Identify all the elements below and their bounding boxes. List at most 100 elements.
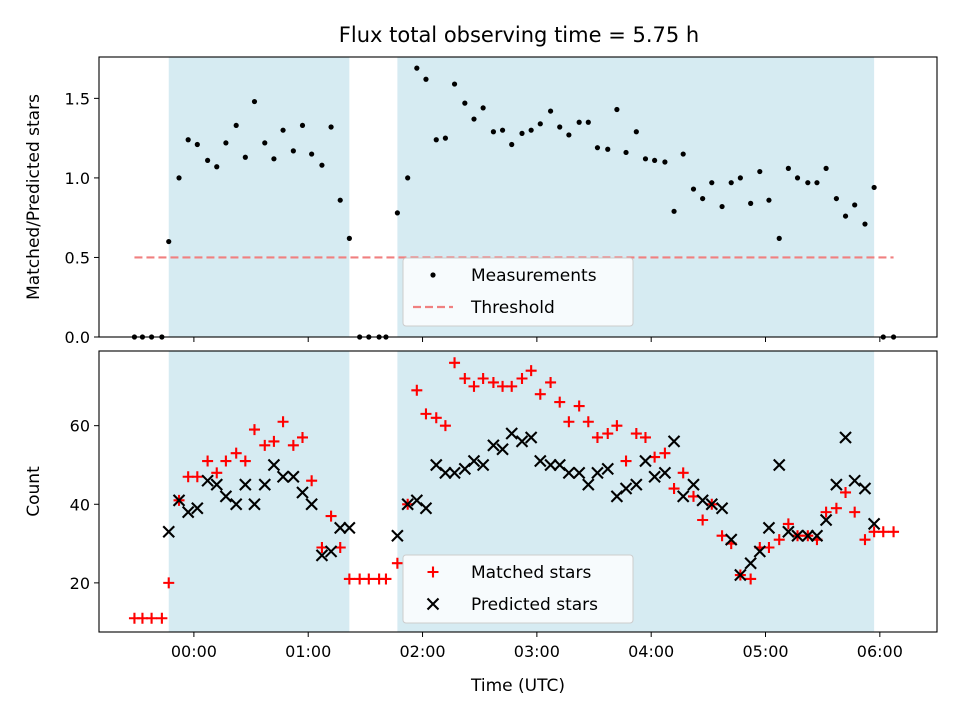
measurement-point <box>776 235 782 241</box>
matched-star-point <box>325 510 337 522</box>
predicted-star-point <box>439 466 452 480</box>
predicted-star-point <box>724 533 738 546</box>
predicted-star-point <box>515 435 529 448</box>
predicted-star-point <box>267 458 281 472</box>
measurement-point <box>594 145 601 151</box>
predicted-star-point <box>848 474 861 487</box>
measurement-point <box>833 195 839 202</box>
measurement-point <box>709 180 715 186</box>
predicted-star-point <box>762 521 776 535</box>
matched-star-point <box>380 573 392 585</box>
measurement-point <box>566 132 572 138</box>
legend-marker-swatch <box>430 272 436 278</box>
predicted-star-point <box>210 478 223 491</box>
matched-star-point <box>449 357 461 369</box>
predicted-star-point <box>801 529 815 542</box>
predicted-star-point <box>582 478 595 491</box>
matched-star-point <box>459 373 471 385</box>
predicted-star-point <box>591 466 604 480</box>
matched-star-point <box>659 447 671 459</box>
predicted-star-point <box>305 498 318 511</box>
measurement-point <box>185 137 191 143</box>
predicted-star-point <box>172 494 186 507</box>
matched-star-point <box>687 490 699 502</box>
legend-box <box>402 257 634 327</box>
measurement-point <box>242 154 248 160</box>
measurement-point <box>852 202 858 208</box>
x-tick-label: 04:00 <box>628 642 674 661</box>
predicted-star-point <box>248 498 261 511</box>
predicted-star-point <box>601 462 614 476</box>
measurement-point <box>442 135 449 141</box>
predicted-star-point <box>839 431 852 444</box>
matched-star-point <box>248 424 260 436</box>
predicted-star-point <box>258 478 272 491</box>
predicted-star-point <box>201 474 214 487</box>
predicted-star-point <box>572 466 586 480</box>
x-tick-label: 05:00 <box>742 642 788 661</box>
x-tick-label: 03:00 <box>514 642 560 661</box>
y-axis-label: Count <box>24 466 44 517</box>
measurement-point <box>499 127 506 133</box>
measurement-point <box>214 164 220 170</box>
matched-star-point <box>830 502 842 514</box>
predicted-star-point <box>791 529 804 542</box>
matched-star-point <box>220 455 232 467</box>
x-tick-label: 02:00 <box>399 642 445 661</box>
matched-star-point <box>611 420 623 432</box>
predicted-star-point <box>667 435 681 448</box>
matched-star-point <box>716 530 728 542</box>
matched-star-point <box>563 416 575 428</box>
measurement-point <box>871 184 877 191</box>
matched-star-point <box>630 428 642 440</box>
measurement-point <box>671 208 677 214</box>
matched-star-point <box>849 506 861 518</box>
matched-star-point <box>525 365 537 377</box>
predicted-star-point <box>524 431 538 444</box>
matched-star-point <box>202 455 214 467</box>
predicted-star-point <box>419 501 433 515</box>
measurement-point <box>166 238 172 245</box>
predicted-star-point <box>401 498 414 511</box>
predicted-star-point <box>296 486 309 499</box>
matched-star-point <box>639 431 651 443</box>
predicted-star-point <box>505 427 518 440</box>
measurement-point <box>642 156 649 162</box>
measurement-point <box>519 130 525 136</box>
measurement-point <box>262 140 268 146</box>
legend-entry-label: Measurements <box>471 266 597 286</box>
predicted-star-point <box>705 498 719 511</box>
axes-frame <box>98 56 938 338</box>
predicted-star-point <box>744 556 757 570</box>
matched-star-point <box>211 467 223 479</box>
matched-star-point <box>268 435 280 447</box>
matched-star-point <box>334 542 346 554</box>
legend-entry-label: Threshold <box>470 298 555 318</box>
y-tick-label: 1.5 <box>65 89 90 108</box>
predicted-star-point <box>619 482 633 495</box>
predicted-star-point <box>476 458 490 472</box>
matched-star-point <box>259 439 271 451</box>
matched-star-point <box>602 428 614 440</box>
matched-star-point <box>773 534 785 546</box>
matched-star-point <box>391 557 403 569</box>
predicted-star-point <box>467 454 481 468</box>
matched-star-point <box>239 455 251 467</box>
x-axis-label: Time (UTC) <box>470 676 565 696</box>
measurement-point <box>394 210 400 216</box>
y-tick-label: 40 <box>70 495 90 514</box>
matched-star-point <box>668 483 680 495</box>
measurement-point <box>451 81 458 87</box>
measurement-point <box>757 168 763 175</box>
measurement-point <box>823 165 829 171</box>
matched-star-point <box>840 486 852 498</box>
matched-star-point <box>591 431 603 443</box>
matched-star-point <box>554 396 566 408</box>
predicted-star-point <box>315 549 329 562</box>
measurement-point <box>728 180 734 186</box>
measurement-point <box>805 180 811 186</box>
predicted-star-point <box>658 466 672 480</box>
matched-star-point <box>745 573 757 585</box>
measurement-point <box>785 165 791 171</box>
matched-star-point <box>230 447 242 459</box>
